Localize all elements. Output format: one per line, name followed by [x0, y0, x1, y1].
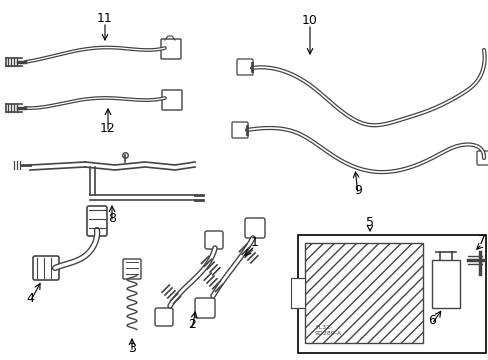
- Text: 7: 7: [477, 234, 485, 247]
- Bar: [305, 243, 422, 343]
- Bar: [290, 278, 305, 308]
- Text: FL3Z-
9D289-A: FL3Z- 9D289-A: [314, 325, 342, 336]
- Text: 8: 8: [108, 212, 116, 225]
- Text: 11: 11: [97, 12, 113, 24]
- Text: 9: 9: [353, 184, 361, 197]
- Text: 3: 3: [128, 342, 136, 355]
- Text: 4: 4: [26, 292, 34, 305]
- Text: 6: 6: [427, 314, 435, 327]
- Bar: [431, 260, 459, 308]
- Text: 12: 12: [100, 122, 116, 135]
- Bar: [297, 235, 485, 353]
- Text: 2: 2: [188, 319, 196, 332]
- Text: 1: 1: [250, 235, 259, 248]
- Text: 5: 5: [365, 216, 373, 229]
- Text: 10: 10: [302, 14, 317, 27]
